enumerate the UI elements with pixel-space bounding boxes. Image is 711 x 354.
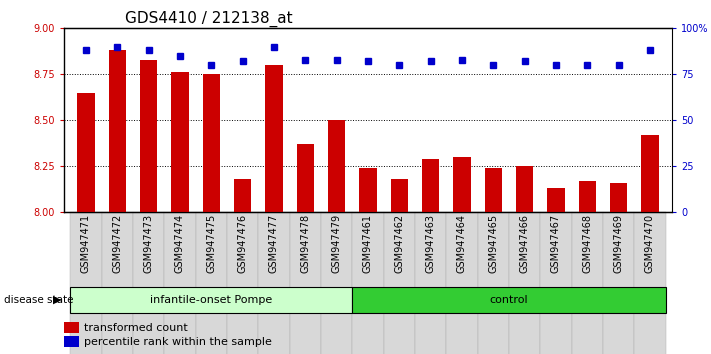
Bar bbox=[447, 212, 478, 354]
Bar bbox=[140, 59, 157, 212]
Text: ▶: ▶ bbox=[53, 295, 61, 305]
Bar bbox=[289, 212, 321, 354]
Text: GDS4410 / 212138_at: GDS4410 / 212138_at bbox=[125, 11, 292, 27]
Text: infantile-onset Pompe: infantile-onset Pompe bbox=[150, 295, 272, 305]
Bar bbox=[547, 188, 565, 212]
Bar bbox=[641, 135, 658, 212]
Bar bbox=[422, 159, 439, 212]
Bar bbox=[227, 212, 258, 354]
Bar bbox=[384, 212, 415, 354]
Bar bbox=[203, 74, 220, 212]
Text: disease state: disease state bbox=[4, 295, 73, 305]
Bar bbox=[572, 212, 603, 354]
Bar bbox=[64, 322, 79, 333]
Bar bbox=[390, 179, 408, 212]
Bar bbox=[603, 212, 634, 354]
Bar bbox=[296, 144, 314, 212]
Bar bbox=[109, 50, 126, 212]
Bar bbox=[485, 168, 502, 212]
Bar bbox=[70, 287, 352, 313]
Text: percentile rank within the sample: percentile rank within the sample bbox=[84, 337, 272, 347]
Text: control: control bbox=[490, 295, 528, 305]
Bar bbox=[540, 212, 572, 354]
Bar bbox=[415, 212, 447, 354]
Bar bbox=[171, 73, 188, 212]
Bar bbox=[265, 65, 282, 212]
Bar bbox=[133, 212, 164, 354]
Bar bbox=[196, 212, 227, 354]
Text: transformed count: transformed count bbox=[84, 322, 187, 332]
Bar bbox=[478, 212, 509, 354]
Bar bbox=[328, 120, 346, 212]
Bar bbox=[579, 181, 596, 212]
Bar bbox=[164, 212, 196, 354]
Bar bbox=[516, 166, 533, 212]
Bar bbox=[352, 212, 384, 354]
Bar bbox=[64, 336, 79, 347]
Bar bbox=[234, 179, 251, 212]
Bar bbox=[258, 212, 289, 354]
Bar bbox=[70, 212, 102, 354]
Bar bbox=[454, 157, 471, 212]
Bar bbox=[102, 212, 133, 354]
Bar bbox=[359, 168, 377, 212]
Bar bbox=[509, 212, 540, 354]
Bar bbox=[352, 287, 665, 313]
Bar bbox=[610, 183, 627, 212]
Bar bbox=[321, 212, 352, 354]
Bar bbox=[77, 93, 95, 212]
Bar bbox=[634, 212, 665, 354]
